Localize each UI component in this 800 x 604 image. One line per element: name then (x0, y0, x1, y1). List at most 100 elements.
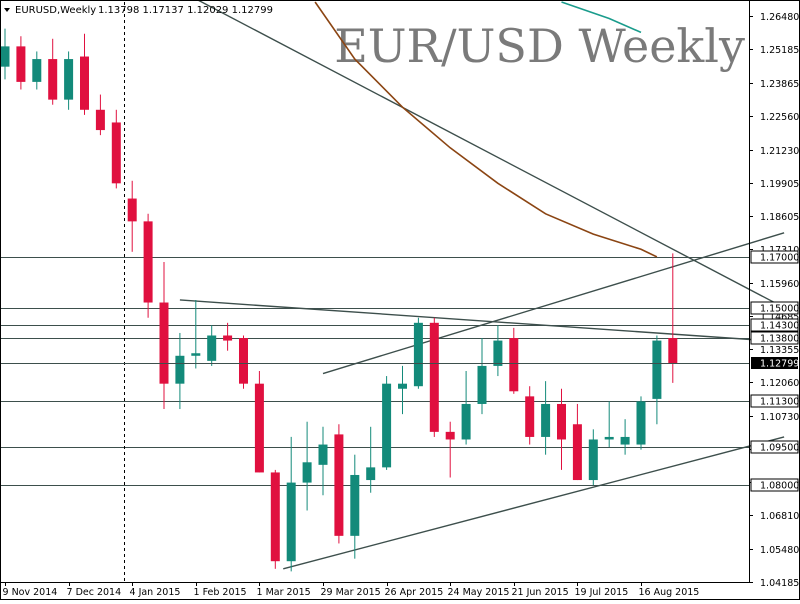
candle (286, 436, 296, 572)
candle-body (95, 109, 105, 131)
candle (302, 421, 312, 511)
y-tick-label: 1.15960 (760, 279, 799, 290)
candle-body (286, 482, 296, 562)
y-tick-label: 1.14685 (760, 312, 799, 323)
time-axis: 9 Nov 2014 7 Dec 2014 4 Jan 2015 1 Feb 2015… (3, 582, 699, 598)
candle-body (541, 403, 551, 437)
level-tag-label: 1.08000 (760, 481, 799, 492)
level-tag-label: 1.11300 (760, 397, 799, 408)
candle (175, 332, 185, 410)
y-tick-label: 1.21230 (760, 146, 799, 157)
level-tag-box (750, 301, 799, 315)
level-tag: 1.15000 (750, 301, 799, 315)
level-tag-box (750, 250, 799, 264)
moving-average-line (314, 1, 658, 258)
candle (604, 401, 614, 448)
symbol-dropdown-icon[interactable] (4, 8, 10, 12)
candle-body (334, 434, 344, 536)
candle-body (398, 383, 407, 389)
candle-body (80, 56, 89, 110)
candle-body (445, 431, 455, 440)
candle-body (223, 335, 233, 341)
candle-body (64, 59, 74, 100)
x-tick-label: 1 Mar 2015 (257, 587, 311, 598)
candle (64, 51, 74, 110)
candle-body (111, 122, 121, 184)
candle-body (127, 198, 137, 222)
candle (350, 454, 360, 559)
trendline (196, 0, 785, 309)
candle (334, 424, 344, 544)
level-tag-label: 1.13800 (760, 334, 799, 345)
candle-body (636, 401, 646, 445)
y-tick-label: 1.13355 (760, 345, 799, 356)
candle (398, 365, 407, 415)
candle (0, 28, 10, 80)
level-tag: 1.08000 (750, 478, 799, 492)
candle (541, 381, 551, 455)
candle (191, 299, 201, 369)
candle-body (143, 221, 153, 303)
candle (318, 426, 328, 496)
candle (636, 396, 646, 450)
horizontal-levels (1, 257, 749, 486)
candle (477, 338, 487, 415)
level-tag-box (750, 478, 799, 492)
candle (207, 325, 217, 366)
candle-body (175, 355, 185, 384)
y-tick-label: 1.19905 (760, 179, 799, 190)
candle-body (557, 403, 566, 440)
level-tag-box (750, 394, 799, 408)
symbol-label: EURUSD,Weekly (15, 5, 96, 16)
candle-body (477, 365, 487, 404)
candle-body (604, 436, 614, 440)
y-tick-label: 1.10730 (760, 412, 799, 423)
level-tag: 1.11300 (750, 394, 799, 408)
candle-body (366, 467, 376, 481)
level-tag-label: 1.09500 (760, 443, 799, 454)
watermark-layer: EUR/USD Weekly (334, 19, 745, 73)
x-tick-label: 26 Apr 2015 (385, 587, 444, 598)
candle-body (254, 383, 264, 473)
chart-watermark: EUR/USD Weekly (334, 19, 745, 73)
candle (32, 51, 42, 90)
x-tick-label: 4 Jan 2015 (130, 587, 181, 598)
candle-body (620, 436, 630, 445)
level-tag-label: 1.14300 (760, 321, 799, 332)
chart-header: EURUSD,Weekly 1.13798 1.17137 1.12029 1.… (4, 5, 273, 16)
trendline (283, 436, 785, 570)
level-tag-label: 1.17000 (760, 253, 799, 264)
level-tag: 1.13800 (750, 331, 799, 345)
candle-body (429, 322, 439, 432)
candle-body (493, 340, 503, 366)
y-tick-label: 1.12060 (760, 378, 799, 389)
candle (127, 180, 137, 252)
candle-body (461, 403, 471, 440)
candle (572, 403, 582, 481)
current-price-box (751, 357, 798, 369)
candle-body (572, 424, 582, 481)
candle-body (525, 396, 535, 437)
candle (223, 322, 233, 351)
y-tick-label: 1.05480 (760, 545, 799, 556)
candle (16, 36, 26, 90)
level-tag-box (750, 331, 799, 345)
candle-body (48, 59, 58, 100)
ohlc-values: 1.13798 1.17137 1.12029 1.12799 (98, 5, 273, 16)
y-tick-label: 1.23865 (760, 79, 799, 90)
candle (48, 38, 58, 105)
candle (111, 109, 121, 189)
candle (493, 325, 503, 377)
x-tick-label: 1 Feb 2015 (194, 587, 247, 598)
candle (588, 429, 598, 486)
candle (159, 261, 169, 410)
level-tag-box (750, 318, 799, 332)
x-tick-label: 7 Dec 2014 (67, 587, 122, 598)
y-tick-label: 1.26480 (760, 12, 799, 23)
candle (429, 317, 439, 437)
candle-body (652, 340, 662, 399)
candle (652, 335, 662, 425)
current-price-label: 1.12799 (760, 359, 799, 370)
candle-body (588, 439, 598, 481)
